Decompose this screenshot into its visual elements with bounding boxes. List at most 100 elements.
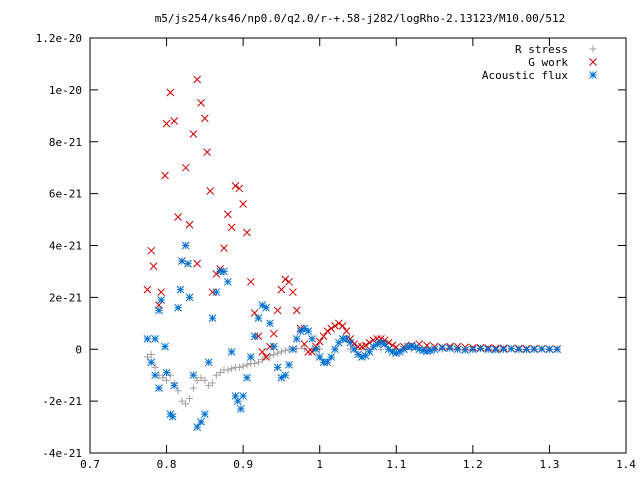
data-point — [204, 358, 213, 367]
data-point — [143, 353, 151, 361]
data-point — [250, 309, 259, 317]
x-tick-label: 1.1 — [386, 458, 406, 471]
data-point — [227, 347, 236, 356]
data-point — [208, 314, 217, 322]
data-point — [143, 285, 152, 294]
data-point — [289, 345, 297, 354]
data-point — [484, 345, 493, 354]
data-point — [327, 324, 336, 333]
data-point — [476, 344, 485, 353]
data-point — [185, 293, 194, 302]
data-point — [342, 335, 351, 343]
data-point — [174, 213, 182, 221]
data-point — [396, 347, 404, 356]
data-point — [254, 358, 262, 366]
data-point — [227, 223, 236, 232]
data-point — [161, 171, 169, 180]
data-point — [176, 285, 185, 294]
data-point — [258, 356, 266, 364]
data-point — [201, 114, 209, 123]
chart-title: m5/js254/ks46/np0.0/q2.0/r-+.58-j282/log… — [155, 12, 566, 25]
data-point — [246, 277, 255, 286]
data-point — [537, 345, 546, 353]
data-point — [327, 353, 336, 361]
data-point — [203, 148, 212, 156]
data-point — [453, 345, 462, 354]
data-point — [170, 117, 179, 125]
data-point — [446, 344, 454, 353]
data-point — [269, 342, 278, 351]
data-point — [300, 340, 309, 348]
data-point — [258, 347, 267, 356]
data-point — [281, 347, 289, 355]
x-tick-label: 0.9 — [233, 458, 253, 471]
data-point — [239, 200, 247, 208]
data-point — [170, 381, 179, 390]
legend-marker — [589, 71, 597, 79]
data-point — [331, 322, 339, 330]
data-point — [205, 382, 213, 390]
data-point — [365, 347, 374, 356]
data-point — [239, 362, 247, 370]
data-point — [201, 376, 209, 384]
data-point — [147, 246, 156, 255]
data-point — [147, 358, 156, 367]
data-point — [149, 262, 158, 271]
data-point — [212, 288, 221, 297]
data-point — [270, 350, 278, 358]
data-point — [206, 187, 215, 195]
y-tick-label: 1e-20 — [49, 84, 82, 97]
data-point — [157, 288, 166, 297]
data-point — [362, 345, 370, 353]
data-point — [197, 98, 205, 107]
data-point — [193, 75, 202, 84]
data-point — [281, 371, 290, 380]
data-point — [243, 373, 251, 382]
data-point — [315, 353, 324, 361]
data-point — [181, 163, 190, 172]
legend-label: G work — [528, 56, 568, 69]
y-tick-label: 6e-21 — [49, 188, 82, 201]
data-point — [250, 332, 259, 341]
data-point — [243, 361, 251, 369]
data-point — [220, 244, 228, 252]
data-point — [178, 257, 186, 265]
data-point — [155, 306, 163, 315]
data-point — [212, 371, 220, 379]
data-point — [197, 374, 205, 382]
series-acoustic-flux — [143, 241, 561, 431]
data-point — [300, 344, 308, 352]
x-tick-label: 1 — [316, 458, 323, 471]
data-point — [415, 345, 424, 354]
y-tick-label: -4e-21 — [42, 447, 82, 460]
data-point — [174, 387, 182, 395]
data-point — [315, 337, 324, 346]
data-point — [254, 332, 263, 341]
data-point — [304, 347, 313, 356]
y-tick-label: 0 — [75, 343, 82, 356]
data-point — [392, 343, 401, 352]
data-point — [147, 350, 155, 358]
legend-marker — [589, 45, 597, 53]
data-point — [514, 345, 523, 354]
series-g-work — [143, 75, 561, 361]
data-point — [491, 345, 500, 354]
data-point — [338, 322, 347, 330]
x-tick-label: 0.8 — [157, 458, 177, 471]
data-point — [181, 241, 190, 250]
data-point — [277, 285, 286, 294]
data-point — [186, 395, 194, 403]
data-point — [430, 345, 439, 354]
data-point — [522, 345, 531, 354]
y-tick-label: 8e-21 — [49, 136, 82, 149]
data-point — [209, 379, 217, 387]
data-point — [174, 303, 182, 312]
data-point — [262, 353, 270, 361]
data-point — [235, 184, 244, 193]
data-point — [251, 360, 259, 368]
data-point — [292, 335, 301, 343]
data-point — [423, 341, 431, 350]
data-point — [231, 181, 240, 190]
data-point — [438, 344, 447, 352]
